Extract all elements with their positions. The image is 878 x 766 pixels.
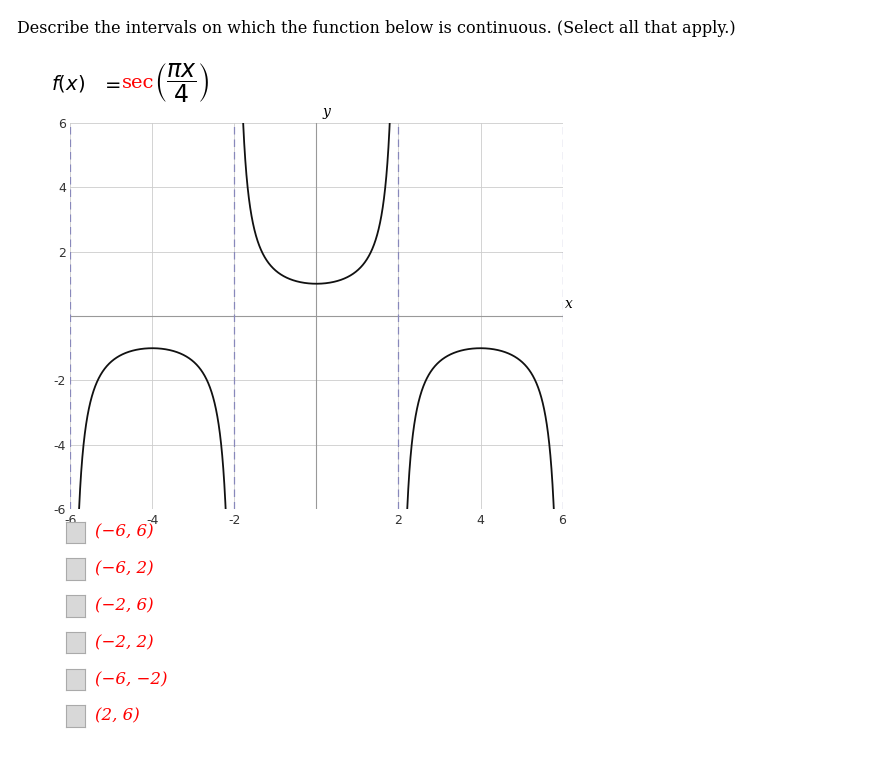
Text: (−6, −2): (−6, −2) [95, 671, 167, 688]
Text: x: x [564, 297, 572, 311]
Text: (−6, 2): (−6, 2) [95, 561, 154, 578]
Text: (2, 6): (2, 6) [95, 708, 140, 725]
Text: $f(x)$: $f(x)$ [51, 73, 85, 94]
Text: Describe the intervals on which the function below is continuous. (Select all th: Describe the intervals on which the func… [18, 20, 735, 38]
Text: (−6, 6): (−6, 6) [95, 524, 154, 541]
Text: $\left(\dfrac{\pi x}{4}\right)$: $\left(\dfrac{\pi x}{4}\right)$ [154, 62, 209, 105]
Text: y: y [322, 106, 330, 119]
Text: sec: sec [122, 74, 155, 93]
Text: (−2, 6): (−2, 6) [95, 597, 154, 614]
Text: (−2, 2): (−2, 2) [95, 634, 154, 651]
Text: $=$: $=$ [101, 74, 121, 93]
